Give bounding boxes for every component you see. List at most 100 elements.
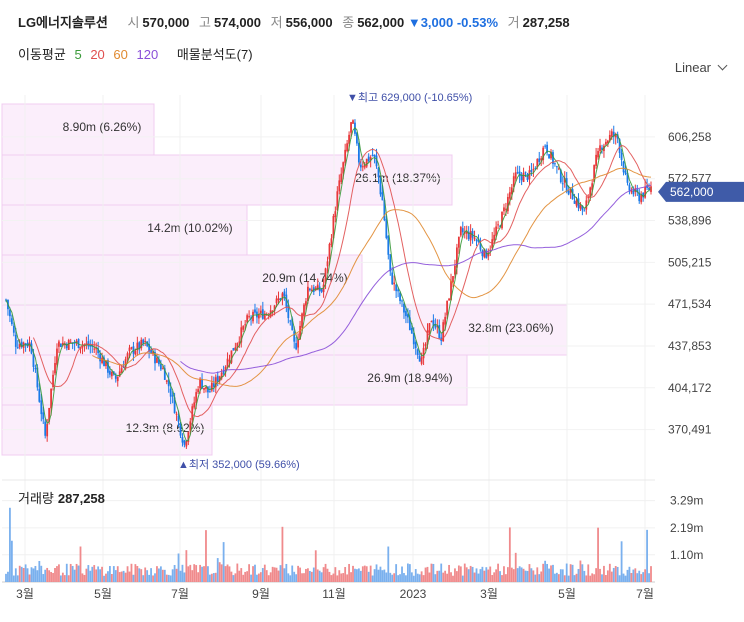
candle-body	[26, 343, 29, 347]
candle-body	[65, 344, 68, 349]
volume-bar	[154, 573, 156, 582]
volume-bar	[171, 569, 174, 582]
candle-body	[346, 143, 349, 152]
candle-body	[336, 191, 339, 211]
moving-average-label: 이동평균	[18, 47, 66, 62]
volume-bar	[212, 573, 215, 582]
candle-body	[87, 341, 90, 347]
low-label: 저	[270, 15, 283, 30]
candle-body	[179, 422, 182, 436]
volume-bar	[12, 575, 15, 582]
volume-bar	[259, 572, 262, 582]
candle-body	[234, 347, 237, 351]
volume-bar	[440, 563, 443, 582]
candle-body	[273, 305, 276, 311]
ma-20[interactable]: 20	[90, 47, 105, 62]
low-value: 556,000	[285, 15, 333, 30]
candle-body	[391, 272, 394, 285]
candle-body	[95, 348, 98, 350]
scale-dropdown[interactable]: Linear	[674, 60, 728, 75]
candle-body	[142, 339, 145, 344]
candle-body	[134, 350, 137, 355]
candle-body	[118, 371, 121, 377]
volume-bar	[501, 575, 503, 582]
candle-body	[283, 291, 286, 296]
candle-body	[359, 164, 362, 168]
volume-bar	[326, 568, 329, 582]
candle-body	[401, 300, 403, 302]
volume-bar	[48, 570, 51, 582]
candle-body	[650, 186, 652, 192]
volume-bar	[336, 575, 339, 582]
candle-body	[620, 152, 623, 160]
candle-body	[414, 341, 417, 348]
candle-body	[259, 310, 262, 314]
candle-body	[332, 216, 335, 239]
candle-body	[381, 192, 384, 201]
volume-bar	[348, 563, 350, 582]
volume-bar	[248, 564, 251, 582]
candle-body	[314, 287, 317, 291]
volume-bar	[308, 570, 311, 582]
high-annotation: ▼최고 629,000 (-10.65%)	[347, 91, 472, 104]
candle-body	[210, 382, 213, 391]
volume-bar	[175, 568, 178, 582]
candle-body	[316, 284, 319, 290]
volume-bar	[122, 570, 125, 582]
volume-bar	[363, 565, 366, 582]
candle-body	[542, 147, 545, 161]
volume-bar	[130, 563, 133, 582]
candle-body	[232, 348, 235, 351]
candle-body	[69, 341, 72, 343]
ma-60[interactable]: 60	[113, 47, 128, 62]
volume-bar	[265, 570, 268, 582]
volume-bar	[552, 564, 554, 582]
candle-body	[436, 326, 439, 328]
candle-body	[238, 341, 241, 343]
volume-bar	[385, 572, 388, 582]
volume-bar	[124, 572, 127, 582]
volume-bar	[46, 567, 49, 582]
candle-body	[348, 134, 350, 144]
candle-body	[550, 151, 552, 159]
candle-body	[18, 344, 21, 348]
candle-body	[59, 343, 62, 347]
volume-bar	[242, 574, 245, 582]
volume-bar	[101, 566, 103, 582]
candle-body	[220, 372, 223, 379]
volume-bar	[324, 563, 327, 582]
open-label: 시	[127, 15, 140, 30]
volume-bar	[61, 572, 64, 582]
open-value: 570,000	[142, 15, 190, 30]
volume-bar	[450, 572, 452, 582]
volume-bar	[352, 565, 354, 582]
volume-bar	[293, 571, 296, 582]
volume-bar	[138, 568, 141, 582]
volume-bar	[312, 567, 315, 582]
volume-bar	[222, 542, 225, 582]
volume-bar	[481, 566, 484, 582]
candle-body	[438, 324, 441, 338]
moving-average-legend: 이동평균 5 20 60 120 매물분석도(7)	[18, 44, 258, 63]
volume-bar	[120, 571, 123, 582]
scale-label: Linear	[674, 60, 711, 75]
volume-bar	[448, 564, 450, 582]
volume-bar	[642, 572, 645, 582]
candle-body	[410, 328, 413, 334]
ma-120[interactable]: 120	[136, 47, 159, 62]
candle-body	[144, 340, 147, 343]
candle-body	[244, 324, 247, 326]
candle-body	[156, 357, 158, 363]
volume-bar	[605, 575, 607, 582]
ma-5[interactable]: 5	[74, 47, 82, 62]
ma-5-line	[5, 127, 652, 442]
volume-bar	[67, 575, 70, 582]
volume-bar	[477, 573, 480, 582]
volume-profile-toggle[interactable]: 매물분석도(7)	[176, 47, 253, 62]
candle-body	[287, 304, 290, 319]
volume-bar	[369, 565, 372, 582]
volume-bar	[58, 564, 60, 582]
close-label: 종	[342, 15, 355, 30]
volume-bar	[144, 567, 147, 582]
